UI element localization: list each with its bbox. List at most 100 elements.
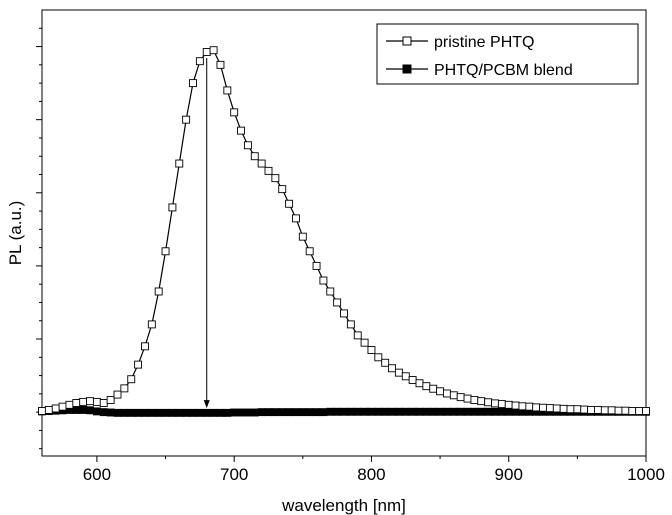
- data-point: [140, 342, 149, 351]
- data-point: [484, 407, 493, 416]
- data-point: [614, 406, 623, 415]
- data-point: [134, 360, 143, 369]
- data-point: [44, 405, 53, 414]
- data-point: [628, 407, 637, 415]
- data-point: [443, 407, 451, 416]
- data-point: [113, 390, 122, 399]
- data-point: [333, 298, 342, 307]
- y-ticks: [36, 27, 42, 450]
- data-point: [168, 203, 177, 212]
- x-tick-label: 700: [220, 465, 248, 484]
- data-point: [374, 353, 383, 362]
- data-point: [106, 396, 115, 405]
- series-line: [41, 49, 646, 412]
- data-point: [353, 331, 362, 340]
- data-point: [408, 376, 417, 384]
- data-point: [587, 405, 596, 414]
- data-point: [58, 402, 67, 411]
- data-point: [175, 159, 184, 168]
- data-point: [621, 406, 630, 415]
- data-point: [216, 408, 225, 417]
- data-point: [415, 379, 424, 388]
- data-point: [182, 408, 191, 417]
- data-point: [106, 408, 115, 417]
- data-point: [127, 408, 136, 417]
- legend-marker-pristine: [402, 36, 412, 46]
- data-point: [72, 405, 81, 414]
- x-ticks: 600 700 800 900 1000: [83, 456, 665, 484]
- data-point: [298, 232, 307, 241]
- data-point: [154, 287, 163, 296]
- data-point: [319, 276, 328, 285]
- arrow-head: [203, 400, 210, 409]
- data-point: [422, 407, 431, 416]
- data-point: [532, 403, 541, 412]
- annotation-layer: [203, 58, 210, 409]
- data-point: [120, 384, 129, 393]
- legend-label-blend: PHTQ/PCBM blend: [434, 62, 573, 79]
- data-point: [86, 397, 95, 406]
- data-point: [394, 407, 403, 416]
- data-point: [408, 407, 417, 416]
- data-point: [367, 407, 376, 416]
- x-tick-label: 900: [495, 465, 523, 484]
- data-point: [436, 387, 445, 396]
- series-pristine: [38, 46, 650, 415]
- data-point: [278, 408, 287, 417]
- data-point: [436, 407, 445, 416]
- data-point: [147, 408, 156, 417]
- data-point: [209, 408, 218, 417]
- data-point: [497, 407, 506, 416]
- data-point: [264, 408, 273, 417]
- data-point: [346, 320, 355, 329]
- data-point: [463, 394, 472, 403]
- data-point: [443, 389, 451, 398]
- data-point: [65, 400, 74, 409]
- data-point: [38, 407, 46, 415]
- data-point: [394, 368, 403, 377]
- data-point: [600, 406, 609, 415]
- data-point: [189, 408, 197, 417]
- data-point: [195, 408, 204, 417]
- data-point: [353, 407, 362, 416]
- data-point: [401, 372, 410, 381]
- data-point: [216, 60, 225, 69]
- data-point: [484, 398, 493, 407]
- data-point: [120, 408, 129, 417]
- data-point: [243, 141, 252, 150]
- data-point: [175, 408, 184, 417]
- x-tick-label: 600: [83, 465, 111, 484]
- data-point: [552, 404, 561, 413]
- data-point: [463, 407, 472, 416]
- data-point: [642, 407, 650, 415]
- data-point: [340, 309, 348, 318]
- data-point: [202, 48, 211, 56]
- data-point: [271, 408, 280, 417]
- data-point: [79, 397, 88, 406]
- data-point: [79, 405, 88, 414]
- data-point: [449, 407, 458, 416]
- data-point: [257, 159, 266, 168]
- data-point: [312, 408, 321, 417]
- data-point: [326, 287, 335, 296]
- data-point: [511, 401, 520, 410]
- data-point: [381, 407, 390, 416]
- data-point: [573, 405, 582, 414]
- data-point: [305, 408, 314, 417]
- data-point: [292, 408, 300, 417]
- data-point: [92, 397, 101, 406]
- data-point: [86, 406, 95, 415]
- data-point: [566, 405, 575, 414]
- data-point: [326, 407, 335, 416]
- data-point: [594, 405, 602, 414]
- data-point: [333, 407, 342, 416]
- data-point: [456, 407, 465, 416]
- data-point: [635, 407, 644, 415]
- data-point: [504, 407, 513, 416]
- data-point: [504, 400, 513, 409]
- data-point: [518, 402, 527, 411]
- data-point: [271, 174, 280, 183]
- data-point: [209, 46, 218, 55]
- x-axis-title: wavelength [nm]: [281, 496, 406, 515]
